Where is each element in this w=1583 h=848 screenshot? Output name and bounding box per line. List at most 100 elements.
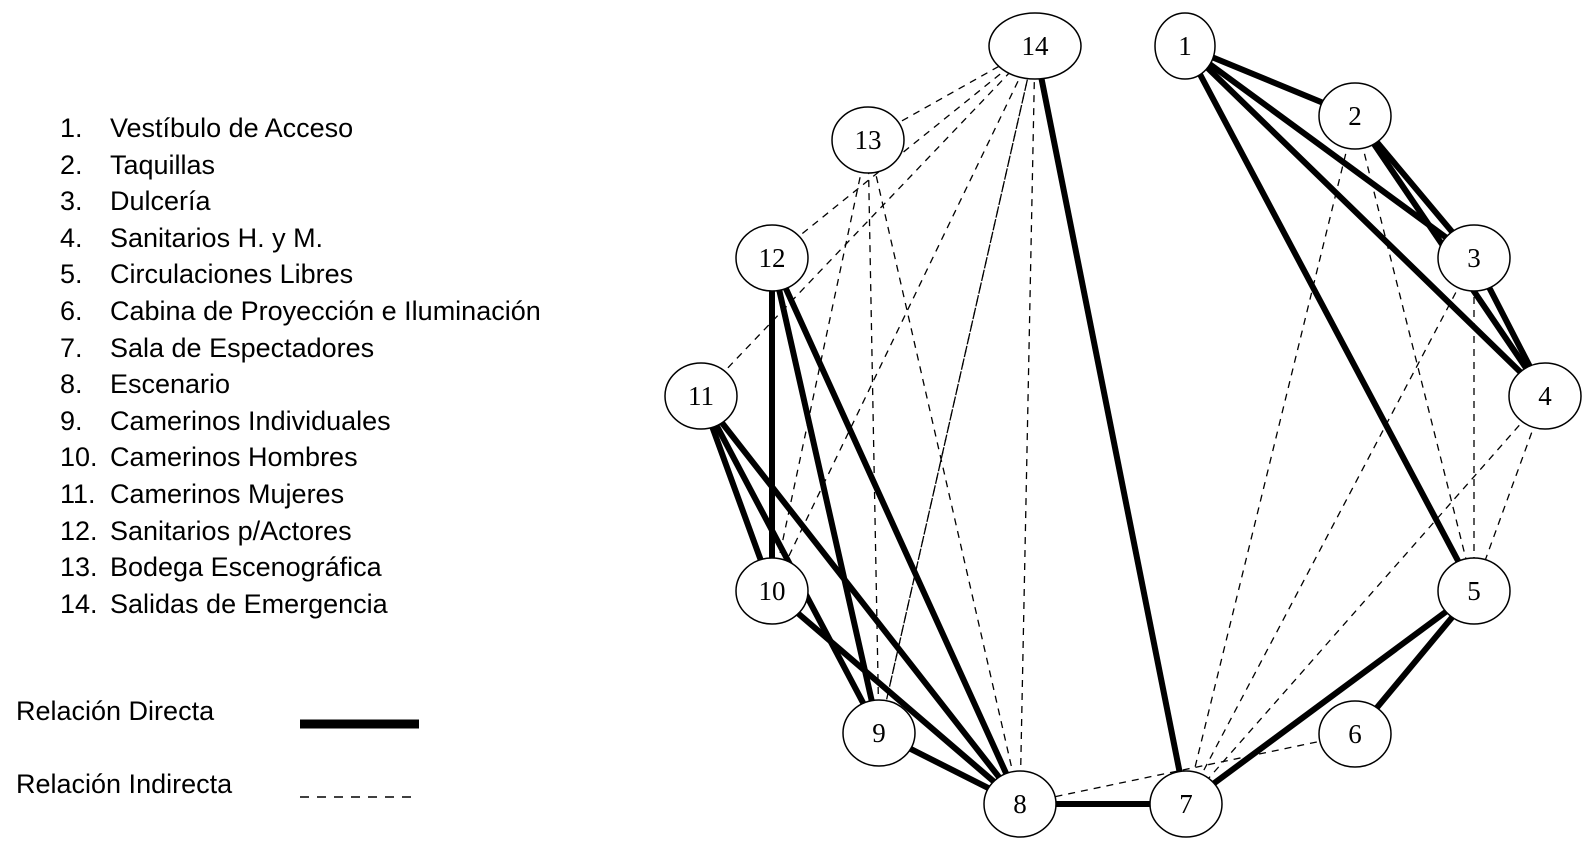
node-ellipse: [1437, 557, 1511, 625]
direct-edge-7-14: [1032, 45, 1189, 805]
legend-item-number: 1.: [60, 113, 83, 143]
legend-item-number: 14.: [60, 588, 98, 619]
node-ellipse: [1318, 82, 1392, 150]
indirect-edge-8-14: [1019, 45, 1036, 805]
legend-item-label: Camerinos Hombres: [110, 442, 358, 473]
indirect-edge-2-5: [1354, 115, 1475, 592]
legend-item: 2. Taquillas: [60, 147, 541, 184]
node-label: 6: [1348, 719, 1362, 749]
node-5: 5: [1437, 557, 1511, 625]
direct-edge-9-12: [769, 257, 882, 734]
legend-item: 1. Vestíbulo de Acceso: [60, 110, 541, 147]
legend-item: 9. Camerinos Individuales: [60, 403, 541, 440]
indirect-edge-2-7: [1185, 115, 1356, 805]
direct-edge-5-7: [1184, 588, 1476, 807]
legend-item-number: 2.: [60, 149, 83, 180]
indirect-relation-label: Relación Indirecta: [16, 769, 233, 799]
node-label: 10: [759, 576, 786, 606]
legend-item-label: Circulaciones Libres: [110, 259, 354, 290]
legend-item-number: 7.: [60, 332, 83, 363]
node-9: 9: [842, 699, 916, 767]
legend-item-number: 12.: [60, 515, 98, 546]
node-ellipse: [983, 770, 1057, 838]
legend-item-label: Camerinos Individuales: [110, 405, 391, 436]
indirect-edges: [700, 45, 1546, 805]
legend-item-label: Sala de Espectadores: [110, 332, 375, 363]
legend-item-label: Cabina de Proyección e Iluminación: [110, 295, 541, 326]
legend-list: 1. Vestíbulo de Acceso 2. Taquillas 3. Dulcer…: [60, 110, 541, 622]
legend-item: 13. Bodega Escenográfica: [60, 549, 541, 586]
node-label: 1: [1178, 31, 1192, 61]
indirect-edge-10-14: [771, 45, 1036, 592]
node-label: 2: [1348, 101, 1362, 131]
legend-item-number: 3.: [60, 186, 83, 217]
legend-item-label: Taquillas: [110, 149, 216, 180]
node-ellipse: [1154, 12, 1216, 80]
legend-item: 6. Cabina de Proyección e Iluminación: [60, 293, 541, 330]
legend-item-label: Bodega Escenográfica: [110, 552, 382, 583]
indirect-edge-12-14: [771, 45, 1036, 259]
node-ellipse: [988, 12, 1082, 80]
legend-item-number: 9.: [60, 405, 83, 436]
node-label: 3: [1467, 243, 1481, 273]
legend-item: 5. Circulaciones Libres: [60, 256, 541, 293]
direct-edges: [698, 43, 1548, 807]
node-7: 7: [1149, 770, 1223, 838]
node-ellipse: [1437, 224, 1511, 292]
indirect-edge-11-14: [700, 45, 1036, 397]
node-8: 8: [983, 770, 1057, 838]
indirect-edge-4-5: [1473, 395, 1546, 592]
legend-item-number: 6.: [60, 295, 83, 326]
node-6: 6: [1318, 700, 1392, 768]
node-ellipse: [842, 699, 916, 767]
node-11: 11: [664, 362, 738, 430]
node-ellipse: [1508, 362, 1582, 430]
legend-item: 11. Camerinos Mujeres: [60, 476, 541, 513]
node-14: 14: [988, 12, 1082, 80]
legend-item-number: 5.: [60, 259, 83, 290]
node-ellipse: [735, 557, 809, 625]
legend-item-number: 13.: [60, 552, 98, 583]
node-ellipse: [1318, 700, 1392, 768]
direct-relation-label: Relación Directa: [16, 696, 215, 726]
direct-edge-1-5: [1182, 44, 1477, 593]
legend-item: 10. Camerinos Hombres: [60, 439, 541, 476]
node-4: 4: [1508, 362, 1582, 430]
legend-item-number: 11.: [60, 478, 96, 509]
direct-edge-8-11: [698, 394, 1023, 806]
legend-item-label: Camerinos Mujeres: [110, 478, 345, 509]
direct-edge-8-12: [769, 256, 1023, 806]
node-2: 2: [1318, 82, 1392, 150]
node-ellipse: [1149, 770, 1223, 838]
node-13: 13: [831, 106, 905, 174]
legend-item: 7. Sala de Espectadores: [60, 330, 541, 367]
legend-item-number: 4.: [60, 222, 83, 253]
direct-edge-8-10: [770, 588, 1022, 807]
node-1: 1: [1154, 12, 1216, 80]
direct-edge-1-4: [1182, 43, 1548, 399]
node-ellipse: [831, 106, 905, 174]
node-label: 13: [855, 125, 882, 155]
legend-item: 3. Dulcería: [60, 183, 541, 220]
node-ellipse: [664, 362, 738, 430]
node-label: 4: [1538, 381, 1552, 411]
indirect-edge-8-13: [867, 139, 1021, 805]
node-label: 11: [688, 381, 714, 411]
legend-item-label: Vestíbulo de Acceso: [110, 113, 354, 143]
indirect-edge-9-13: [867, 139, 880, 734]
node-label: 5: [1467, 576, 1481, 606]
node-label: 12: [759, 243, 786, 273]
indirect-edge-14-9: [878, 45, 1036, 734]
node-label: 14: [1022, 31, 1050, 61]
node-3: 3: [1437, 224, 1511, 292]
legend-item-label: Salidas de Emergencia: [110, 588, 388, 619]
legend-item-label: Dulcería: [110, 186, 211, 217]
node-ellipse: [735, 224, 809, 292]
node-label: 8: [1013, 789, 1027, 819]
legend-item-label: Escenario: [110, 369, 231, 400]
legend-item-number: 8.: [60, 369, 83, 400]
legend-item-number: 10.: [60, 442, 98, 473]
indirect-edge-6-8: [1019, 733, 1356, 805]
legend-item-label: Sanitarios p/Actores: [110, 515, 352, 546]
